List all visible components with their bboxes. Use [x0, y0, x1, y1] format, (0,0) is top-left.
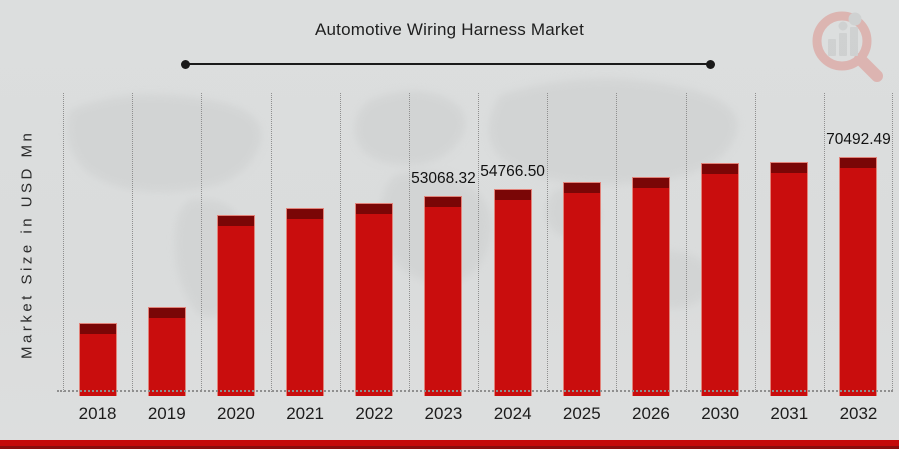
chart-column-2025 — [547, 93, 616, 396]
bar-2021 — [286, 208, 325, 396]
chart-column-2021 — [270, 93, 340, 396]
bar-2031 — [770, 162, 809, 396]
magnifier-bar-chart-icon — [812, 11, 883, 82]
line-endpoint-dot — [706, 60, 715, 69]
bar-cap — [425, 197, 462, 207]
bar-2026 — [631, 177, 670, 396]
x-tick-2030: 2030 — [701, 404, 740, 423]
bar-2030 — [701, 163, 740, 396]
line-endpoint-dot — [181, 60, 190, 69]
x-tick-2018: 2018 — [78, 404, 117, 423]
x-tick-2031: 2031 — [770, 404, 809, 423]
x-tick-2022: 2022 — [355, 404, 394, 423]
x-tick-2025: 2025 — [562, 404, 601, 423]
bar-cap — [771, 163, 808, 173]
x-tick-2026: 2026 — [632, 404, 670, 423]
bar-2032 — [839, 157, 878, 396]
bar-2025 — [562, 182, 601, 396]
bar-2023 — [424, 196, 463, 396]
data-label-2032: 70492.49 — [826, 131, 891, 148]
bar-2019 — [147, 307, 186, 396]
chart-title: Automotive Wiring Harness Market — [314, 20, 585, 39]
bar-2024 — [493, 189, 532, 396]
bar-cap — [287, 209, 324, 219]
x-tick-2023: 2023 — [424, 404, 463, 423]
x-tick-2021: 2021 — [286, 404, 325, 423]
chart-column-2030 — [685, 93, 755, 396]
bar-cap — [632, 178, 669, 188]
bar-2018 — [78, 323, 117, 396]
chart-column-2024: 54766.50 — [478, 93, 547, 396]
chart-column-2022 — [339, 93, 409, 396]
chart-column-2020 — [201, 93, 270, 396]
chart-column-2018 — [63, 93, 132, 396]
bar-cap — [702, 164, 739, 174]
x-tick-2032: 2032 — [839, 404, 878, 423]
bottom-accent-stripe — [0, 440, 899, 449]
data-label-2023: 53068.32 — [411, 170, 476, 187]
bar-cap — [840, 158, 877, 168]
chart-column-2026 — [616, 93, 685, 396]
x-axis-labels: 2018 2019 2020 2021 2022 2023 2024 2025 2026 2030… — [63, 404, 893, 424]
x-tick-2020: 2020 — [217, 404, 255, 423]
bar-2020 — [216, 215, 255, 396]
bar-cap — [356, 204, 393, 214]
chart-column-2019 — [132, 93, 201, 396]
x-tick-2024: 2024 — [493, 404, 532, 423]
bar-cap — [494, 190, 531, 200]
bar-2022 — [355, 203, 394, 396]
plot-area: 53068.32 54766.50 70492.49 — [57, 93, 894, 396]
chart-column-2023: 53068.32 — [408, 93, 478, 396]
title-underline — [181, 60, 715, 69]
bar-cap — [563, 183, 600, 193]
chart-column-2031 — [754, 93, 824, 396]
bar-cap — [79, 324, 116, 334]
bar-cap — [148, 308, 185, 318]
data-label-2024: 54766.50 — [480, 163, 545, 180]
bar-cap — [217, 216, 254, 226]
y-axis-title: Market Size in USD Mn — [18, 129, 36, 360]
x-tick-2019: 2019 — [147, 404, 186, 423]
chart-column-2032: 70492.49 — [823, 93, 894, 396]
